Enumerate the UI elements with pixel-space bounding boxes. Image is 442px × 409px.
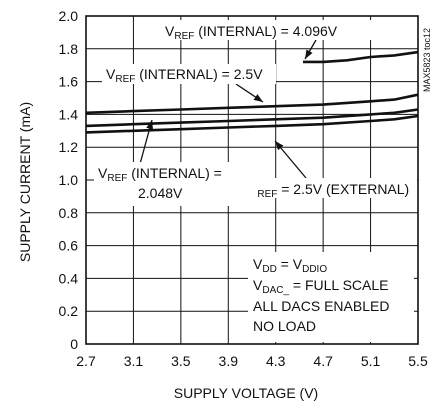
x-tick-label: 2.7 bbox=[76, 353, 96, 369]
x-tick-label: 3.1 bbox=[124, 353, 144, 369]
annotation-arrows bbox=[139, 39, 317, 179]
condition-vdac: VDAC_ = FULL SCALE bbox=[253, 277, 389, 296]
y-tick-label: 0.2 bbox=[59, 303, 79, 319]
y-tick-label: 0.4 bbox=[59, 270, 79, 286]
x-tick-label: 3.9 bbox=[219, 353, 239, 369]
plot-frame bbox=[85, 15, 419, 345]
x-tick-label: 3.5 bbox=[171, 353, 191, 369]
label-bg-25-int bbox=[102, 64, 276, 84]
label-vref-25-internal: VREF (INTERNAL) = 2.5V bbox=[106, 66, 263, 85]
y-tick-labels: 0 0.2 0.4 0.6 0.8 1.0 1.2 1.4 1.6 1.8 2.0 bbox=[59, 8, 79, 352]
y-axis-title: SUPPLY CURRENT (mA) bbox=[17, 102, 33, 262]
y-tick-label: 1.2 bbox=[59, 139, 79, 155]
x-tick-labels: 2.7 3.1 3.5 3.9 4.3 4.7 5.1 5.5 bbox=[76, 353, 428, 369]
label-bg-25-ext bbox=[243, 178, 417, 198]
y-tick-label: 1.0 bbox=[59, 172, 79, 188]
y-tick-label: 0 bbox=[70, 336, 78, 352]
x-axis-title: SUPPLY VOLTAGE (V) bbox=[174, 385, 318, 401]
condition-no-load: NO LOAD bbox=[253, 318, 316, 334]
x-tick-label: 5.5 bbox=[408, 353, 428, 369]
series-line-vref-4096 bbox=[303, 50, 419, 64]
arrow-vref-4096-head bbox=[305, 49, 313, 59]
y-tick-label: 2.0 bbox=[59, 8, 79, 24]
series-line-vref-2048 bbox=[85, 108, 419, 128]
x-tick-label: 5.1 bbox=[361, 353, 381, 369]
label-bg-2048 bbox=[94, 162, 258, 206]
arrow-vref-25-internal-head bbox=[253, 94, 263, 102]
label-vref-4096: VREF (INTERNAL) = 4.096V bbox=[165, 23, 338, 42]
y-tick-label: 0.8 bbox=[59, 205, 79, 221]
label-vref-2048: VREF (INTERNAL) = bbox=[98, 165, 222, 184]
y-tick-label: 0.6 bbox=[59, 238, 79, 254]
side-label: MAX5823 toc12 bbox=[422, 28, 432, 92]
condition-dacs-enabled: ALL DACS ENABLED bbox=[253, 298, 389, 314]
y-tick-label: 1.8 bbox=[59, 41, 79, 57]
x-tick-label: 4.7 bbox=[313, 353, 333, 369]
arrow-vref-25-external-head bbox=[275, 141, 284, 151]
label-bg-4096 bbox=[160, 20, 378, 40]
label-vref-2048-value: 2.048V bbox=[138, 185, 183, 201]
y-tick-label: 1.4 bbox=[59, 106, 79, 122]
condition-vdd: VDD = VDDIO bbox=[253, 256, 327, 275]
conditions-bg bbox=[248, 252, 414, 342]
y-tick-label: 1.6 bbox=[59, 74, 79, 90]
series-line-vref-25-internal bbox=[85, 93, 419, 115]
arrow-vref-2048-head bbox=[146, 120, 154, 130]
x-tick-label: 4.3 bbox=[266, 353, 286, 369]
